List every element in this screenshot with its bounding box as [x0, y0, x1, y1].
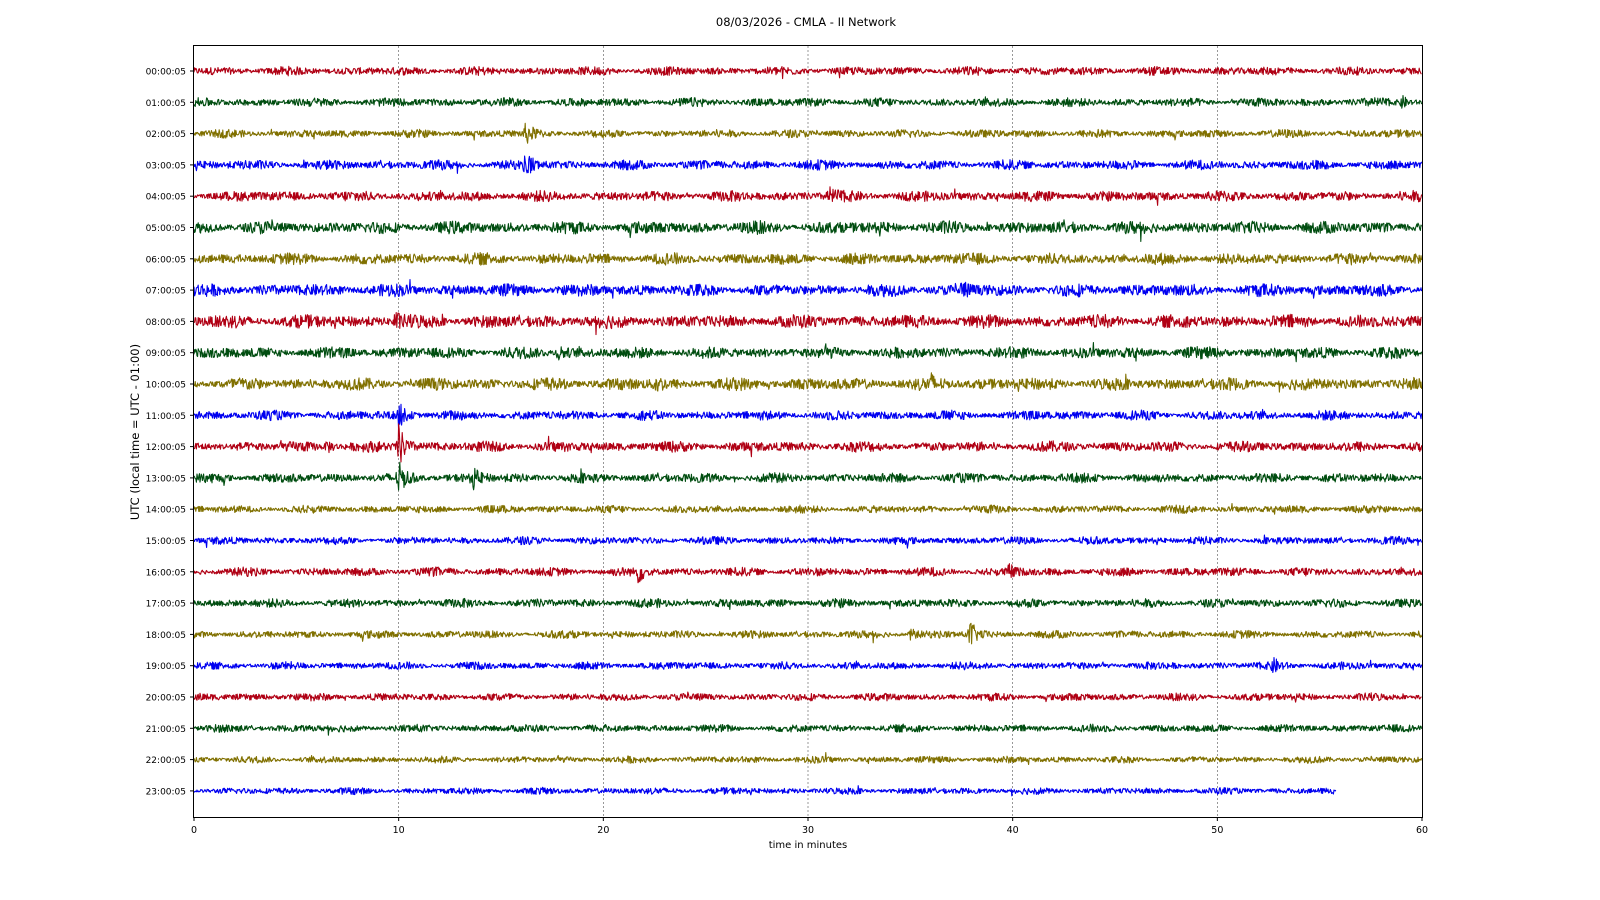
- trace-row-23-00-05: [193, 785, 1337, 797]
- y-tick-label: 03:00:05: [146, 161, 186, 171]
- y-axis-label: UTC (local time = UTC - 01:00): [128, 344, 142, 520]
- trace-row-07-00-05: [193, 279, 1423, 299]
- y-tick-label: 11:00:05: [146, 412, 186, 422]
- trace-row-09-00-05: [193, 341, 1423, 363]
- y-tick-label: 09:00:05: [146, 349, 186, 359]
- y-tick-label: 16:00:05: [146, 568, 186, 578]
- chart-title: 08/03/2026 - CMLA - II Network: [716, 15, 896, 29]
- y-tick-label: 10:00:05: [146, 381, 186, 391]
- trace-row-15-00-05: [193, 534, 1423, 549]
- x-tick-label: 60: [1416, 825, 1428, 836]
- seismic-traces: [193, 65, 1423, 797]
- y-tick-label: 22:00:05: [146, 756, 186, 766]
- trace-row-00-00-05: [193, 65, 1422, 80]
- y-tick-label: 19:00:05: [146, 662, 186, 672]
- trace-row-08-00-05: [193, 312, 1422, 336]
- x-tick-label: 30: [802, 825, 814, 836]
- y-tick-label: 20:00:05: [146, 694, 186, 704]
- trace-row-14-00-05: [193, 502, 1423, 515]
- x-axis: 0 10 20 30 40 50 60: [191, 817, 1428, 836]
- trace-row-01-00-05: [193, 95, 1423, 109]
- x-tick-label: 10: [393, 825, 405, 836]
- x-tick-label: 0: [191, 825, 197, 836]
- trace-row-13-00-05: [193, 461, 1422, 491]
- trace-row-12-00-05: [193, 423, 1423, 463]
- y-tick-label: 04:00:05: [146, 193, 186, 203]
- trace-row-19-00-05: [193, 657, 1423, 674]
- y-axis: 00:00:05 01:00:05 02:00:05 03:00:05 04:00:05…: [146, 68, 194, 797]
- trace-row-06-00-05: [193, 251, 1423, 266]
- y-tick-label: 17:00:05: [146, 600, 186, 610]
- trace-row-18-00-05: [193, 622, 1423, 645]
- y-tick-label: 23:00:05: [146, 787, 186, 797]
- y-tick-label: 06:00:05: [146, 255, 186, 265]
- x-tick-label: 20: [597, 825, 609, 836]
- y-tick-label: 08:00:05: [146, 318, 186, 328]
- y-tick-label: 13:00:05: [146, 474, 186, 484]
- x-tick-label: 40: [1007, 825, 1019, 836]
- y-tick-label: 12:00:05: [146, 443, 186, 453]
- trace-row-03-00-05: [193, 155, 1423, 174]
- trace-row-16-00-05: [193, 563, 1423, 584]
- y-tick-label: 02:00:05: [146, 130, 186, 140]
- y-tick-label: 21:00:05: [146, 725, 186, 735]
- trace-row-04-00-05: [193, 186, 1423, 206]
- x-axis-label: time in minutes: [769, 840, 848, 851]
- y-tick-label: 18:00:05: [146, 631, 186, 641]
- trace-row-10-00-05: [193, 372, 1423, 393]
- y-tick-label: 07:00:05: [146, 287, 186, 297]
- y-tick-label: 00:00:05: [146, 68, 186, 78]
- trace-row-17-00-05: [193, 597, 1423, 610]
- y-tick-label: 05:00:05: [146, 224, 186, 234]
- trace-row-21-00-05: [193, 723, 1423, 736]
- x-tick-label: 50: [1211, 825, 1223, 836]
- trace-row-05-00-05: [193, 219, 1423, 243]
- trace-row-02-00-05: [193, 122, 1423, 144]
- trace-row-20-00-05: [193, 691, 1422, 703]
- vertical-grid: [398, 46, 1218, 817]
- trace-row-11-00-05: [193, 403, 1423, 431]
- trace-row-22-00-05: [193, 751, 1423, 766]
- y-tick-label: 15:00:05: [146, 537, 186, 547]
- y-tick-label: 14:00:05: [146, 506, 186, 516]
- y-tick-label: 01:00:05: [146, 99, 186, 109]
